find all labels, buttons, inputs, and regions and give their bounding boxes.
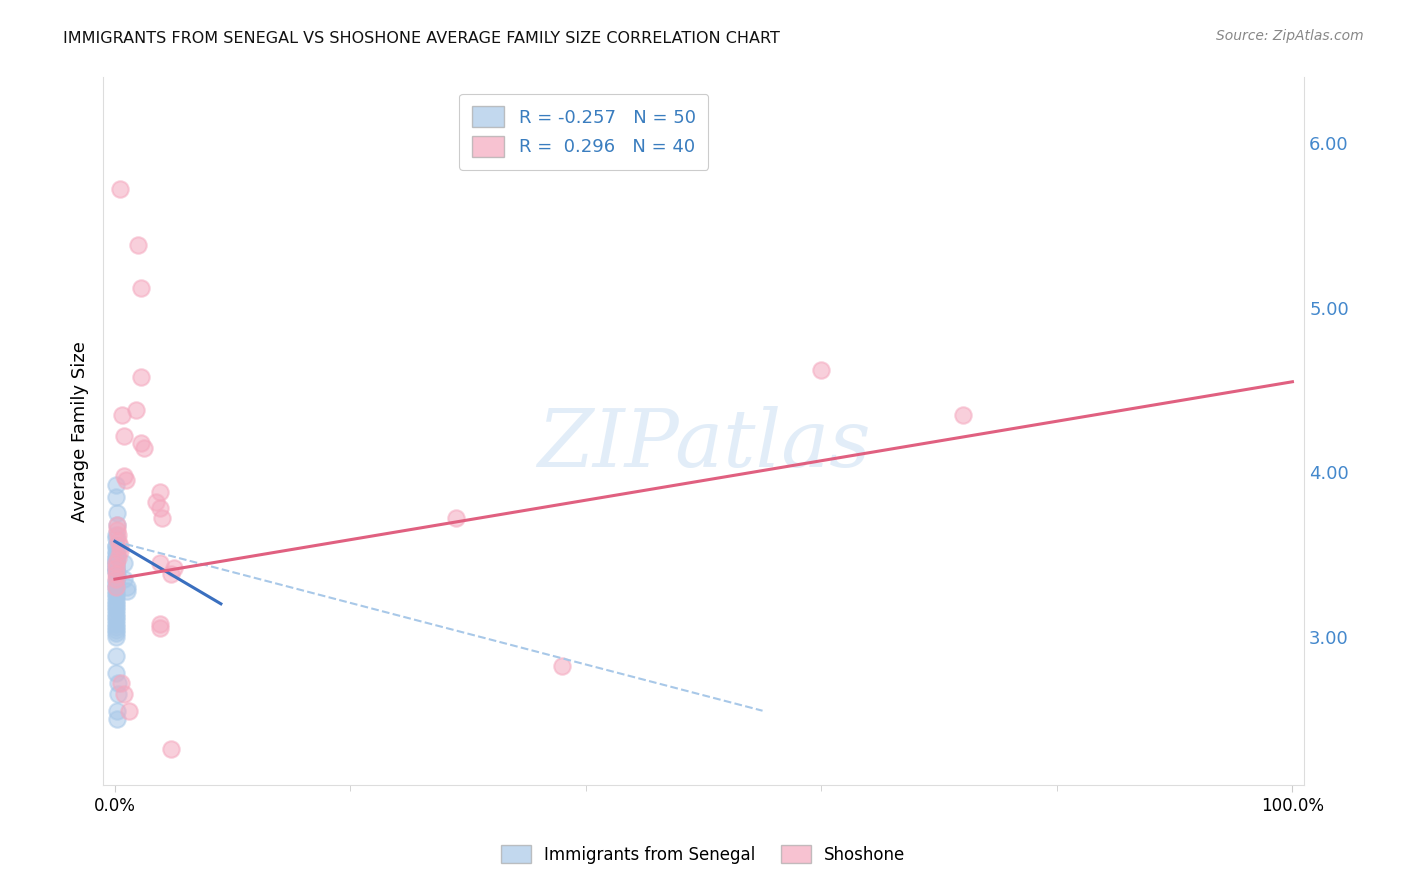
Text: ZIPatlas: ZIPatlas <box>537 407 870 484</box>
Point <box>105 548 128 562</box>
Point <box>105 556 128 570</box>
Point <box>105 506 128 520</box>
Point <box>112 572 135 586</box>
Point <box>115 583 138 598</box>
Point <box>149 556 172 570</box>
Point <box>105 478 128 492</box>
Point <box>105 564 128 578</box>
Point <box>105 580 128 594</box>
Point <box>105 548 128 562</box>
Point <box>105 704 128 718</box>
Point <box>145 495 167 509</box>
Text: Source: ZipAtlas.com: Source: ZipAtlas.com <box>1216 29 1364 43</box>
Y-axis label: Average Family Size: Average Family Size <box>72 341 89 522</box>
Point <box>105 610 128 624</box>
Point <box>105 572 128 586</box>
Point <box>129 435 152 450</box>
Point <box>149 485 172 500</box>
Point <box>118 704 141 718</box>
Point <box>105 616 128 631</box>
Point <box>105 630 128 644</box>
Legend: R = -0.257   N = 50, R =  0.296   N = 40: R = -0.257 N = 50, R = 0.296 N = 40 <box>458 94 709 169</box>
Point <box>112 429 135 443</box>
Point <box>551 659 574 673</box>
Point <box>105 583 128 598</box>
Point <box>112 687 135 701</box>
Point <box>105 570 128 584</box>
Point <box>108 182 131 196</box>
Point <box>160 741 183 756</box>
Point <box>149 501 172 516</box>
Point <box>129 281 152 295</box>
Point <box>105 620 128 634</box>
Point <box>107 534 129 549</box>
Point <box>149 622 172 636</box>
Point <box>149 616 172 631</box>
Point <box>108 544 131 558</box>
Point <box>105 593 128 607</box>
Point <box>105 600 128 615</box>
Point <box>105 626 128 640</box>
Point <box>129 369 152 384</box>
Point <box>105 556 128 570</box>
Point <box>105 550 128 565</box>
Point <box>105 591 128 605</box>
Point <box>112 556 135 570</box>
Point <box>105 527 128 541</box>
Point <box>105 649 128 664</box>
Point <box>105 607 128 621</box>
Point <box>107 675 129 690</box>
Point <box>105 554 128 568</box>
Point <box>105 623 128 637</box>
Point <box>114 474 136 488</box>
Point <box>105 539 128 553</box>
Point <box>105 544 128 558</box>
Point <box>105 531 128 545</box>
Point <box>105 567 128 582</box>
Point <box>110 675 132 690</box>
Point <box>105 560 128 574</box>
Point <box>105 560 128 574</box>
Point <box>105 613 128 627</box>
Point <box>160 567 183 582</box>
Point <box>105 539 128 553</box>
Point <box>105 560 128 574</box>
Point <box>105 567 128 582</box>
Point <box>125 402 148 417</box>
Point <box>105 603 128 617</box>
Point <box>105 558 128 572</box>
Point <box>127 238 149 252</box>
Point <box>105 580 128 594</box>
Point <box>446 511 468 525</box>
Point <box>952 408 974 422</box>
Point <box>105 523 128 537</box>
Point <box>105 517 128 532</box>
Point <box>105 574 128 588</box>
Point <box>105 517 128 532</box>
Point <box>108 539 131 553</box>
Point <box>105 597 128 611</box>
Point <box>105 712 128 726</box>
Point <box>107 550 129 565</box>
Point <box>105 564 128 578</box>
Point <box>107 527 129 541</box>
Point <box>105 577 128 591</box>
Point <box>810 363 832 377</box>
Point <box>163 560 186 574</box>
Point <box>134 441 156 455</box>
Point <box>150 511 173 525</box>
Text: IMMIGRANTS FROM SENEGAL VS SHOSHONE AVERAGE FAMILY SIZE CORRELATION CHART: IMMIGRANTS FROM SENEGAL VS SHOSHONE AVER… <box>63 31 780 46</box>
Point <box>105 550 128 565</box>
Point <box>112 468 135 483</box>
Point <box>111 408 134 422</box>
Point <box>115 580 138 594</box>
Point <box>105 587 128 601</box>
Point <box>105 665 128 680</box>
Legend: Immigrants from Senegal, Shoshone: Immigrants from Senegal, Shoshone <box>495 838 911 871</box>
Point <box>105 490 128 504</box>
Point <box>107 687 129 701</box>
